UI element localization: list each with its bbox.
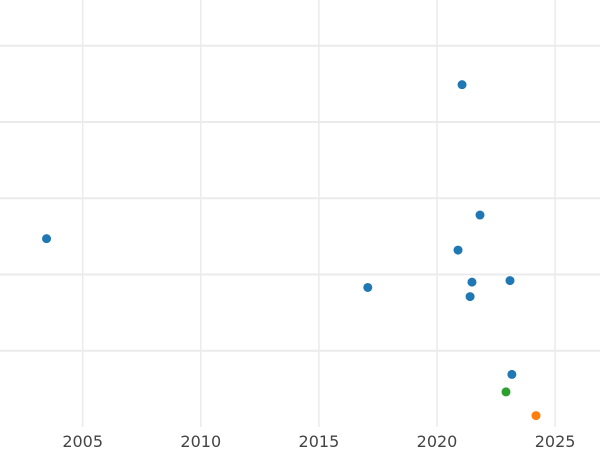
data-point [465,292,475,302]
grid [0,0,600,427]
x-tick-label: 2020 [417,432,458,450]
data-point [507,369,517,379]
data-point [531,411,541,421]
x-axis-ticks: 2005 2010 2015 2020 2025 [62,432,575,450]
points [42,80,541,421]
x-tick-label: 2025 [535,432,576,450]
data-point [501,387,511,397]
data-point [475,210,485,220]
data-point [467,277,477,287]
data-point [457,80,467,90]
data-point [505,276,515,286]
x-tick-label: 2005 [62,432,103,450]
x-tick-label: 2015 [299,432,340,450]
data-point [42,234,52,244]
data-point [363,282,373,292]
data-point [453,245,463,255]
x-tick-label: 2010 [180,432,221,450]
